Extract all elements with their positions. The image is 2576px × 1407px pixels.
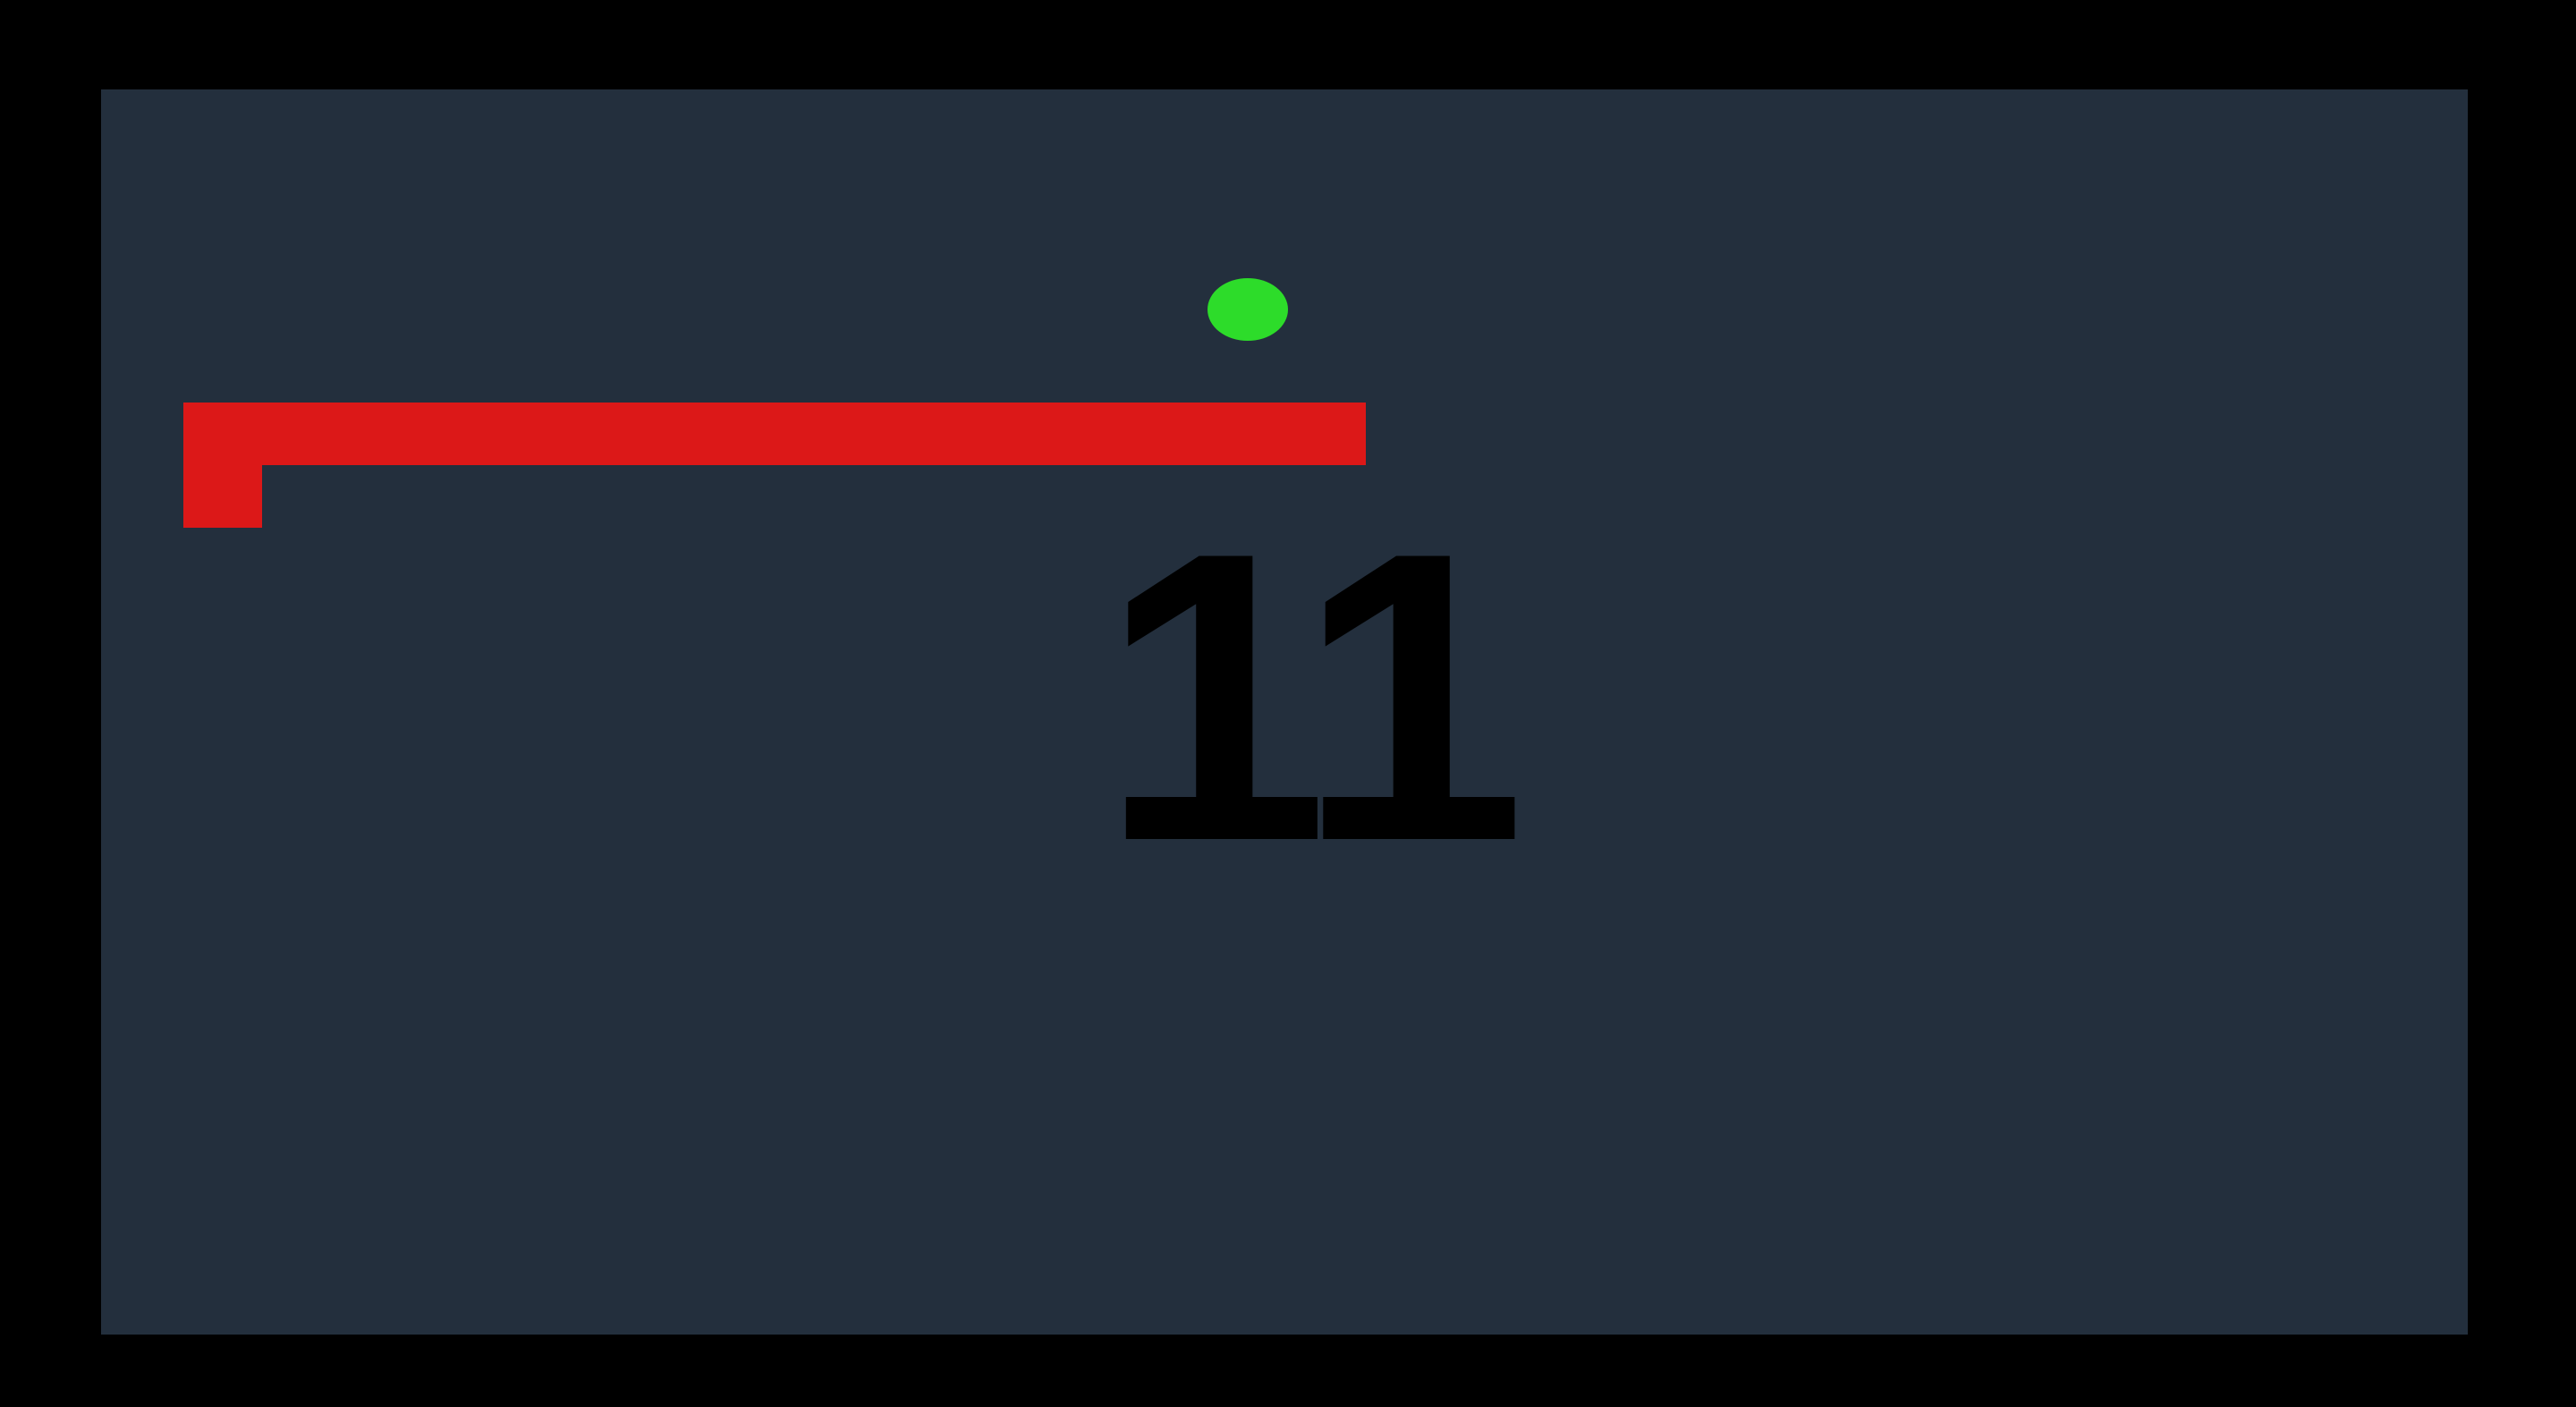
food-pellet	[1208, 278, 1288, 341]
snake-body-segment	[183, 403, 1366, 465]
game-board[interactable]: 11	[101, 89, 2468, 1335]
snake-tail-segment	[183, 465, 262, 528]
score-display: 11	[1099, 468, 1526, 927]
